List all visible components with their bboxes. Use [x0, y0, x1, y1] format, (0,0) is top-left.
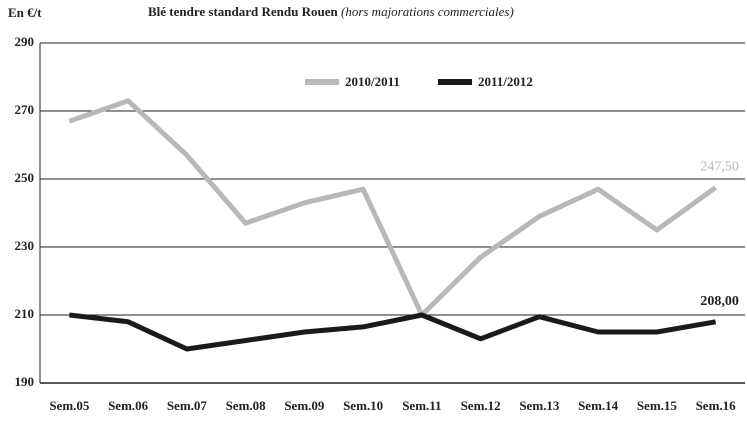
- y-tick-label: 290: [15, 34, 35, 49]
- x-tick-label: Sem.16: [696, 398, 737, 413]
- y-tick-label: 250: [15, 170, 35, 185]
- x-tick-label: Sem.10: [343, 398, 383, 413]
- series-line: [68, 98, 718, 318]
- x-tick-label: Sem.06: [108, 398, 149, 413]
- x-tick-label: Sem.09: [284, 398, 325, 413]
- y-tick-label: 230: [15, 238, 35, 253]
- legend-label: 2011/2012: [478, 74, 533, 89]
- x-tick-label: Sem.11: [402, 398, 441, 413]
- value-label: 208,00: [700, 294, 739, 309]
- x-tick-label: Sem.08: [226, 398, 267, 413]
- x-tick-label: Sem.12: [461, 398, 501, 413]
- x-tick-label: Sem.14: [578, 398, 619, 413]
- y-tick-label: 210: [15, 306, 35, 321]
- x-tick-label: Sem.13: [519, 398, 560, 413]
- chart-title: Blé tendre standard Rendu Rouen (hors ma…: [148, 4, 514, 19]
- series-line: [69, 312, 717, 352]
- subtitle: (hors majorations commerciales): [341, 4, 514, 19]
- x-tick-label: Sem.05: [49, 398, 90, 413]
- x-tick-label: Sem.07: [167, 398, 208, 413]
- y-tick-label: 270: [15, 102, 35, 117]
- x-tick-label: Sem.15: [637, 398, 678, 413]
- legend-label: 2010/2011: [345, 74, 400, 89]
- value-label: 247,50: [700, 160, 739, 175]
- title: Blé tendre standard Rendu Rouen: [148, 4, 339, 19]
- y-tick-label: 190: [15, 374, 35, 389]
- y-axis-label: En €/t: [8, 5, 42, 20]
